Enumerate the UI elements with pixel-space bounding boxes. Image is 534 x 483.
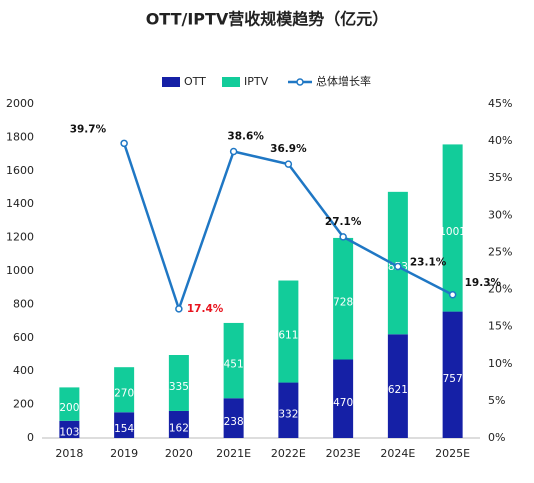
bar-segment: [59, 387, 80, 421]
legend-swatch: [162, 77, 180, 87]
bar-value-label: 335: [169, 381, 189, 393]
legend-label: IPTV: [244, 75, 269, 88]
bar-value-label: 611: [278, 330, 298, 342]
bar-segment: [59, 420, 80, 438]
y-tick-label: 1000: [6, 264, 34, 277]
y-tick-label: 400: [13, 364, 34, 377]
bar-value-label: 621: [388, 384, 408, 396]
growth-point: [284, 160, 293, 168]
bar-segment: [114, 412, 135, 438]
growth-value-label: 38.6%: [227, 131, 264, 143]
y2-tick-label: 40%: [488, 134, 512, 147]
x-tick-label: 2025E: [435, 447, 470, 460]
y2-tick-label: 0%: [488, 431, 505, 444]
x-tick-label: 2019: [110, 447, 138, 460]
growth-point: [120, 139, 128, 148]
x-tick-label: 2024E: [380, 447, 415, 460]
bar-segment: [168, 355, 189, 411]
legend-label: OTT: [184, 75, 206, 88]
y-tick-label: 1800: [6, 130, 34, 143]
bar-segment: [278, 382, 299, 438]
y2-tick-label: 5%: [488, 394, 505, 407]
bar-segment: [223, 322, 244, 399]
x-tick-label: 2021E: [216, 447, 251, 460]
x-tick-label: 2020: [165, 447, 193, 460]
bar-value-label: 103: [59, 426, 79, 438]
chart-title: OTT/IPTV营收规模趋势（亿元）: [146, 10, 389, 29]
bar-segment: [114, 367, 135, 413]
bar-segment: [278, 280, 299, 383]
growth-point: [175, 305, 183, 313]
x-tick-label: 2018: [55, 447, 83, 460]
bar-segment: [333, 237, 354, 360]
growth-value-label: 17.4%: [187, 303, 224, 315]
y-tick-label: 1200: [6, 231, 34, 244]
y-tick-label: 1400: [6, 197, 34, 210]
bar-segment: [442, 144, 463, 312]
bar-value-label: 270: [114, 388, 134, 400]
legend-label: 总体增长率: [316, 74, 371, 88]
bar-segment: [387, 334, 408, 438]
y2-tick-label: 20%: [488, 283, 512, 296]
y2-tick-label: 10%: [488, 357, 512, 370]
y2-tick-label: 30%: [488, 208, 512, 221]
bar-value-label: 200: [59, 402, 79, 414]
y2-tick-label: 25%: [488, 245, 512, 258]
bar-value-label: 470: [333, 397, 353, 409]
legend-swatch: [222, 77, 240, 87]
bar-value-label: 162: [169, 422, 189, 434]
bar-segment: [442, 311, 463, 438]
y-tick-label: 600: [13, 331, 34, 344]
y-tick-label: 1600: [6, 164, 34, 177]
x-tick-label: 2023E: [326, 447, 361, 460]
y-tick-label: 2000: [6, 97, 34, 110]
growth-point: [394, 262, 402, 271]
legend-swatch: [296, 78, 304, 86]
growth-value-label: 23.1%: [410, 257, 447, 269]
growth-value-label: 39.7%: [70, 123, 107, 135]
y2-tick-label: 15%: [488, 320, 512, 333]
y-tick-label: 0: [27, 431, 34, 444]
bar-value-label: 451: [224, 359, 244, 371]
y2-tick-label: 45%: [488, 97, 512, 110]
growth-point: [448, 291, 457, 299]
x-tick-label: 2022E: [271, 447, 306, 460]
bar-value-label: 238: [224, 416, 244, 428]
bar-value-label: 332: [278, 408, 298, 420]
bar-value-label: 728: [333, 297, 353, 309]
bar-segment: [333, 359, 354, 438]
bar-segment: [168, 410, 189, 438]
bar-value-label: 757: [443, 373, 463, 385]
y2-tick-label: 35%: [488, 171, 512, 184]
y-tick-label: 200: [13, 398, 34, 411]
growth-value-label: 27.1%: [325, 216, 362, 228]
bar-value-label: 154: [114, 423, 134, 435]
bar-segment: [223, 398, 244, 438]
bar-value-label: 1001: [439, 226, 466, 238]
growth-point: [339, 233, 347, 241]
y-tick-label: 800: [13, 297, 34, 310]
growth-value-label: 36.9%: [270, 143, 307, 155]
growth-point: [229, 147, 238, 156]
growth-value-label: 19.3%: [465, 277, 502, 289]
